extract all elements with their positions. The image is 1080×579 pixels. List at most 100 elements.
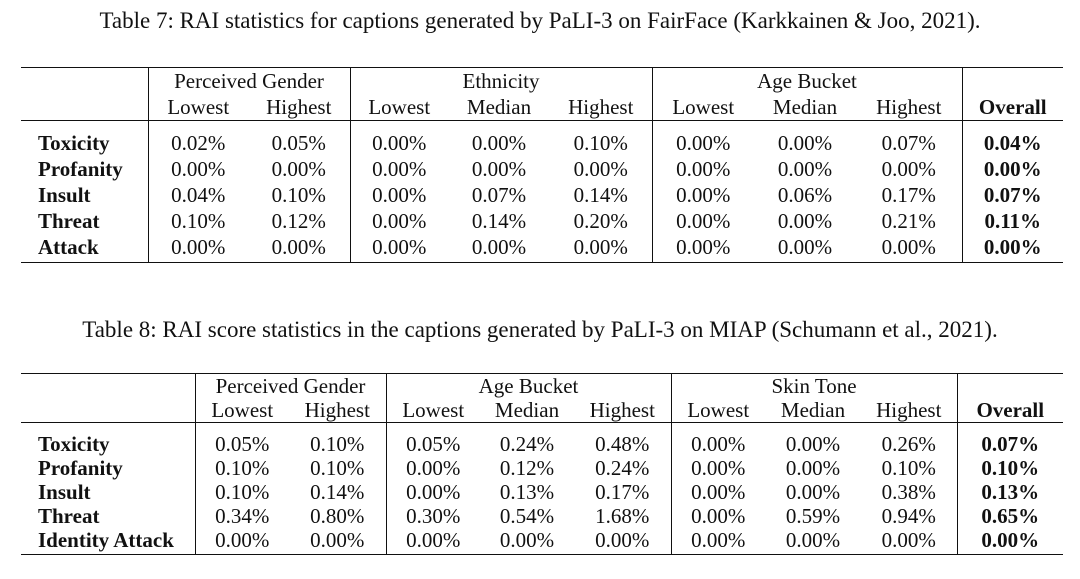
table-row: Profanity 0.10% 0.10% 0.00% 0.12% 0.24% … (21, 456, 1064, 480)
table-cell: 0.00% (194, 528, 289, 555)
column-header: Overall (961, 94, 1063, 121)
table-row: Insult 0.10% 0.14% 0.00% 0.13% 0.17% 0.0… (21, 480, 1064, 504)
table-8-column-header: Lowest Highest Lowest Median Highest Low… (21, 398, 1064, 423)
table-cell: 0.00% (349, 130, 448, 156)
table-cell: 0.00% (385, 528, 480, 555)
table-cell: 0.12% (271, 209, 326, 233)
group-header: Age Bucket (385, 373, 671, 398)
row-label: Profanity (38, 157, 123, 181)
table-row: Threat 0.34% 0.80% 0.30% 0.54% 1.68% 0.0… (21, 504, 1064, 528)
table-cell: 0.05% (271, 131, 326, 155)
table-cell: 0.00% (881, 157, 936, 181)
table-row: Identity Attack 0.00% 0.00% 0.00% 0.00% … (21, 528, 1064, 555)
table-cell: 0.00% (310, 528, 365, 552)
row-label: Toxicity (38, 131, 110, 155)
table-cell: 0.00% (651, 208, 754, 234)
table-8: Perceived Gender Age Bucket Skin Tone Lo… (21, 373, 1064, 555)
table-cell: 0.10% (310, 432, 365, 456)
table-cell: 0.54% (499, 504, 555, 528)
overall-cell: 0.65% (956, 504, 1064, 528)
group-header: Ethnicity (349, 67, 652, 94)
table-cell: 0.59% (785, 504, 841, 528)
table-cell: 0.00% (147, 234, 248, 263)
table-cell: 0.00% (385, 456, 480, 480)
column-header: Lowest (147, 94, 248, 121)
table-cell: 0.04% (147, 182, 248, 208)
table-cell: 0.00% (777, 157, 833, 181)
table-cell: 0.00% (785, 528, 841, 552)
table-cell: 1.68% (595, 504, 650, 528)
table-cell: 0.10% (271, 183, 326, 207)
table-cell: 0.00% (573, 235, 628, 259)
table-cell: 0.10% (147, 208, 248, 234)
overall-cell: 0.10% (956, 456, 1064, 480)
table-cell: 0.05% (194, 432, 289, 456)
table-cell: 0.20% (573, 209, 628, 233)
table-cell: 0.00% (471, 157, 527, 181)
table-cell: 0.10% (194, 480, 289, 504)
table-7-column-header: Lowest Highest Lowest Median Highest Low… (21, 94, 1063, 121)
row-label: Profanity (38, 456, 123, 480)
table-cell: 0.48% (595, 432, 650, 456)
table-row: Insult 0.04% 0.10% 0.00% 0.07% 0.14% 0.0… (21, 182, 1063, 208)
column-header: Lowest (385, 398, 480, 423)
column-header: Highest (248, 94, 350, 121)
table-cell: 0.00% (471, 235, 527, 259)
table-row: Toxicity 0.02% 0.05% 0.00% 0.00% 0.10% 0… (21, 130, 1063, 156)
table-cell: 0.00% (651, 182, 754, 208)
column-header: Median (765, 398, 861, 423)
row-label: Threat (38, 504, 100, 528)
table-row: Threat 0.10% 0.12% 0.00% 0.14% 0.20% 0.0… (21, 208, 1063, 234)
table-7-caption: Table 7: RAI statistics for captions gen… (99, 8, 981, 33)
group-header: Age Bucket (651, 67, 962, 94)
overall-cell: 0.00% (961, 156, 1063, 182)
table-cell: 0.94% (881, 504, 936, 528)
table-cell: 0.12% (499, 456, 555, 480)
column-header: Lowest (349, 94, 448, 121)
table-cell: 0.38% (881, 480, 936, 504)
row-label: Attack (38, 235, 99, 259)
column-header: Highest (289, 398, 386, 423)
row-label: Insult (38, 480, 91, 504)
overall-cell: 0.00% (961, 234, 1063, 263)
group-header: Perceived Gender (194, 373, 386, 398)
table-cell: 0.00% (785, 432, 841, 456)
table-8-group-header: Perceived Gender Age Bucket Skin Tone (21, 373, 1064, 398)
table-cell: 0.00% (349, 156, 448, 182)
table-cell: 0.00% (349, 182, 448, 208)
table-cell: 0.00% (573, 157, 628, 181)
column-header: Highest (574, 398, 671, 423)
table-cell: 0.00% (777, 235, 833, 259)
table-cell: 0.10% (573, 131, 628, 155)
table-cell: 0.00% (595, 528, 650, 552)
table-cell: 0.10% (310, 456, 365, 480)
group-header: Perceived Gender (147, 67, 350, 94)
table-cell: 0.21% (881, 209, 936, 233)
column-header: Highest (856, 94, 962, 121)
row-label: Identity Attack (38, 528, 174, 552)
column-header: Highest (550, 94, 652, 121)
column-header: Lowest (670, 398, 765, 423)
table-cell: 0.00% (670, 456, 765, 480)
table-cell: 0.00% (881, 235, 936, 259)
column-header: Median (448, 94, 550, 121)
table-cell: 0.00% (271, 235, 326, 259)
overall-cell: 0.07% (961, 182, 1063, 208)
table-cell: 0.00% (651, 156, 754, 182)
column-header: Highest (861, 398, 958, 423)
table-cell: 0.02% (147, 130, 248, 156)
table-cell: 0.30% (385, 504, 480, 528)
table-cell: 0.00% (385, 480, 480, 504)
overall-cell: 0.07% (956, 432, 1064, 456)
table-8-caption: Table 8: RAI score statistics in the cap… (82, 317, 998, 342)
table-cell: 0.00% (670, 480, 765, 504)
table-cell: 0.14% (471, 209, 527, 233)
table-cell: 0.00% (881, 528, 936, 552)
table-7: Perceived Gender Ethnicity Age Bucket Lo… (21, 67, 1063, 263)
overall-cell: 0.13% (956, 480, 1064, 504)
table-cell: 0.10% (881, 456, 936, 480)
row-label: Toxicity (38, 432, 110, 456)
table-cell: 0.00% (670, 504, 765, 528)
table-cell: 0.14% (310, 480, 365, 504)
table-cell: 0.00% (271, 157, 326, 181)
